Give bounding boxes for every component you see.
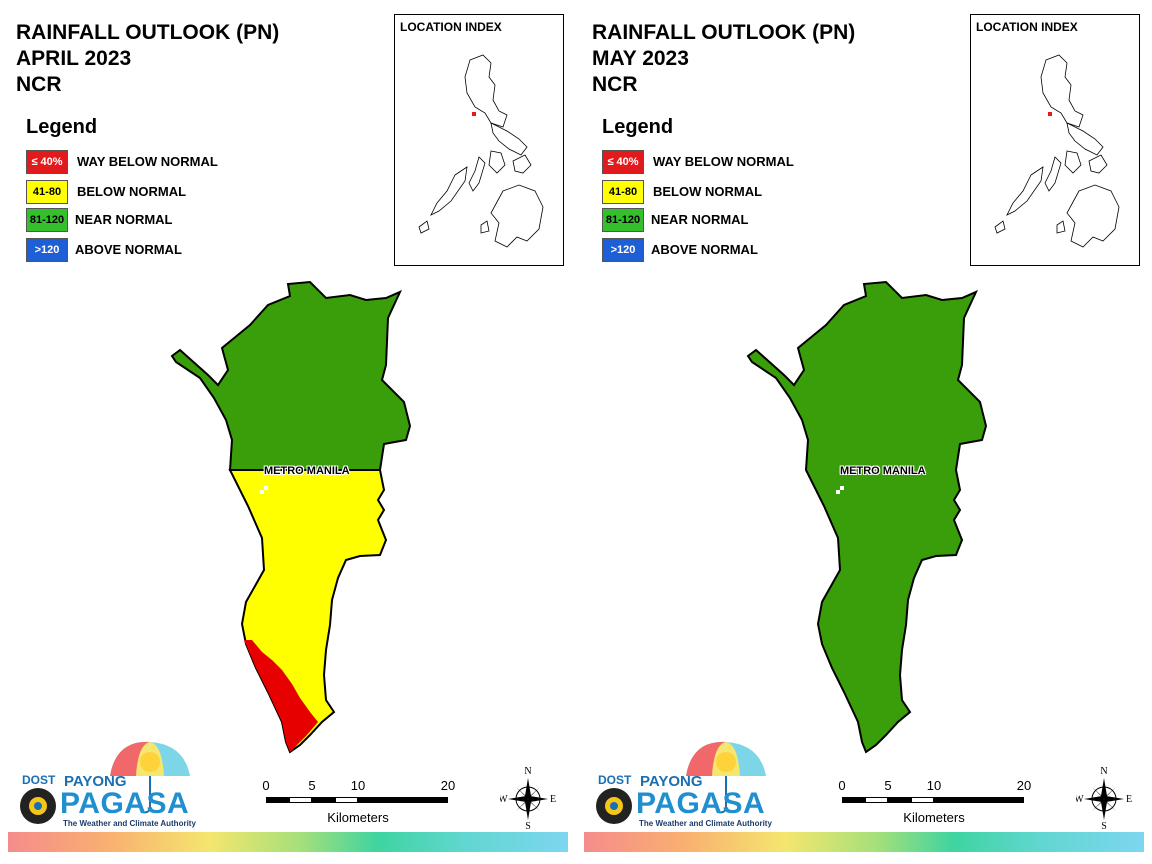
scale-segment [266,797,289,803]
zone-near-normal [170,280,412,471]
ncr-rainfall-map [746,280,988,754]
scale-segment [289,797,312,803]
legend-swatch-red: ≤ 40% [602,150,644,174]
payong-pagasa-logo: DOST PAYONG PAGASA The Weather and Clima… [592,740,772,832]
scale-unit: Kilometers [327,810,389,825]
legend-label: ABOVE NORMAL [651,242,758,257]
north-arrow-icon: N S W E [500,766,556,834]
scale-segment [888,797,911,803]
legend-swatch-red: ≤ 40% [26,150,68,174]
legend-label: WAY BELOW NORMAL [77,154,218,169]
compass-w: W [500,794,508,805]
outlook-panel-may: RAINFALL OUTLOOK (PN) MAY 2023 NCR Legen… [576,0,1152,864]
zone-near-normal [746,280,988,754]
location-index-inset: LOCATION INDEX [970,14,1140,266]
scale-tick: 20 [1016,778,1032,793]
metro-manila-label: METRO MANILA [264,465,350,477]
legend-title: Legend [602,116,674,138]
scale-tick: 10 [926,778,942,793]
compass-rose-icon: N S W E [500,766,556,832]
scale-segment [335,797,358,803]
scale-tick: 20 [440,778,456,793]
legend-label: WAY BELOW NORMAL [653,154,794,169]
white-pixel [836,490,840,494]
payong-pagasa-logo: DOST PAYONG PAGASA The Weather and Clima… [16,740,196,832]
ncr-marker [472,112,476,116]
compass-rose-icon: N S W E [1076,766,1132,832]
outlook-panel-april: RAINFALL OUTLOOK (PN) APRIL 2023 NCR Leg… [8,14,568,852]
legend-swatch-green: 81-120 [602,208,644,232]
scale-tick: 5 [308,778,316,793]
white-pixel [840,486,844,490]
scale-segment [934,797,1024,803]
legend-swatch-blue: >120 [26,238,68,262]
philippines-outline-map [418,54,544,248]
compass-n: N [1100,766,1107,777]
white-pixel [260,490,264,494]
dost-text: DOST [22,773,56,787]
umbrella-icon [596,741,766,824]
location-index-title: LOCATION INDEX [976,20,1078,34]
title-line-3: NCR [592,73,638,96]
legend-label: BELOW NORMAL [77,184,187,199]
ncr-marker [1048,112,1052,116]
scale-tick: 10 [350,778,366,793]
tagline-text: The Weather and Climate Authority [639,819,772,828]
scale-segment [842,797,865,803]
north-arrow-icon: N S W E [1076,766,1132,834]
scale-tick: 0 [838,778,846,793]
scale-segment [865,797,888,803]
tagline-text: The Weather and Climate Authority [63,819,196,828]
payong-text: PAYONG [640,773,703,790]
title-line-2: APRIL 2023 [16,47,132,70]
scale-bar: 0 5 10 20 Kilometers [834,776,1034,836]
legend-swatch-blue: >120 [602,238,644,262]
metro-manila-label: METRO MANILA [840,465,926,477]
scale-tick: 0 [262,778,270,793]
legend-swatch-yellow: 41-80 [602,180,644,204]
legend-title: Legend [26,116,98,138]
location-index-inset: LOCATION INDEX [394,14,564,266]
compass-e: E [1126,794,1132,805]
ncr-rainfall-map [170,280,412,754]
zone-way-below-normal [244,640,318,752]
legend-swatch-green: 81-120 [26,208,68,232]
compass-s: S [525,821,531,832]
legend-label: NEAR NORMAL [651,212,749,227]
rainbow-bar [584,832,1144,852]
rainbow-bar [8,832,568,852]
map-title: RAINFALL OUTLOOK (PN) APRIL 2023 NCR [16,20,279,98]
scale-tick: 5 [884,778,892,793]
white-pixel [264,486,268,490]
map-title: RAINFALL OUTLOOK (PN) MAY 2023 NCR [592,20,855,98]
compass-w: W [1076,794,1084,805]
legend-label: BELOW NORMAL [653,184,763,199]
title-line-3: NCR [16,73,62,96]
location-index-title: LOCATION INDEX [400,20,502,34]
philippines-outline-map [994,54,1120,248]
scale-segment [911,797,934,803]
pagasa-text: PAGASA [60,787,190,820]
umbrella-icon [20,741,190,824]
scale-bar: 0 5 10 20 Kilometers [258,776,458,836]
legend-swatch-yellow: 41-80 [26,180,68,204]
scale-segment [358,797,448,803]
compass-n: N [524,766,531,777]
title-line-1: RAINFALL OUTLOOK (PN) [16,21,280,44]
legend-label: ABOVE NORMAL [75,242,182,257]
title-line-2: MAY 2023 [592,47,689,70]
pagasa-text: PAGASA [636,787,766,820]
scale-segment [312,797,335,803]
compass-s: S [1101,821,1107,832]
title-line-1: RAINFALL OUTLOOK (PN) [592,21,856,44]
compass-e: E [550,794,556,805]
scale-unit: Kilometers [903,810,965,825]
legend-label: NEAR NORMAL [75,212,173,227]
dost-text: DOST [598,773,632,787]
payong-text: PAYONG [64,773,127,790]
